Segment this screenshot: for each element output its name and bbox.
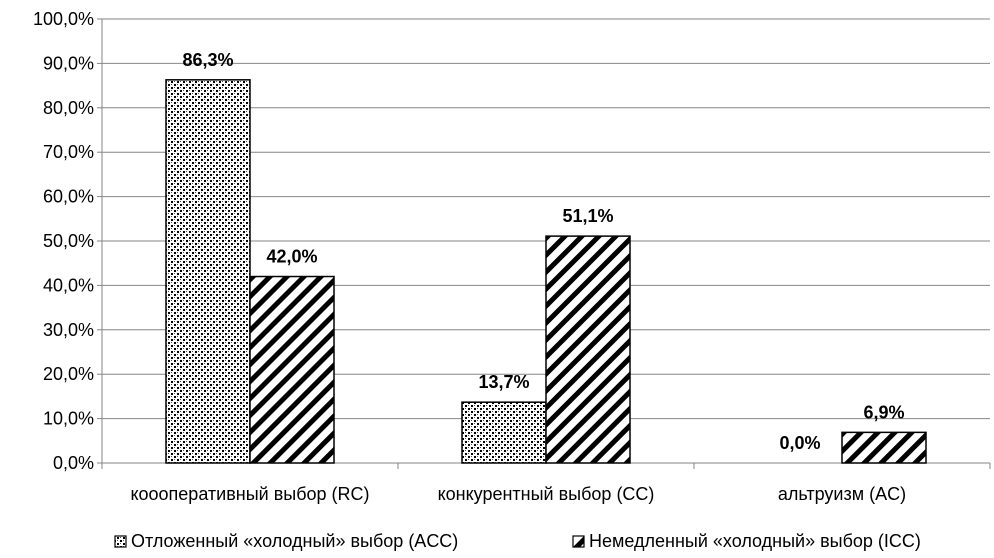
y-tick-label: 90,0% xyxy=(43,53,94,73)
bar xyxy=(249,275,335,464)
data-label: 86,3% xyxy=(182,50,233,70)
y-tick-label: 20,0% xyxy=(43,364,94,384)
data-label: 42,0% xyxy=(266,247,317,267)
data-label: 51,1% xyxy=(562,206,613,226)
y-tick-label: 0,0% xyxy=(53,453,94,473)
bar xyxy=(165,79,251,464)
y-tick-label: 40,0% xyxy=(43,275,94,295)
legend-label: Немедленный «холодный» выбор (ICC) xyxy=(589,531,921,551)
x-category-label: конкурентный выбор (CC) xyxy=(438,484,655,504)
data-label: 6,9% xyxy=(863,402,904,422)
y-tick-label: 60,0% xyxy=(43,187,94,207)
data-label: 0,0% xyxy=(779,433,820,453)
legend-label: Отложенный «холодный» выбор (ACC) xyxy=(131,531,458,551)
y-tick-label: 70,0% xyxy=(43,142,94,162)
x-category-label: альтруизм (AC) xyxy=(778,484,906,504)
bar xyxy=(841,431,927,464)
y-tick-label: 10,0% xyxy=(43,409,94,429)
y-tick-label: 30,0% xyxy=(43,320,94,340)
bar xyxy=(545,235,631,464)
x-category-label: кооопeративный выбор (RC) xyxy=(130,484,369,504)
legend-swatch xyxy=(114,535,127,548)
bar xyxy=(461,401,547,464)
y-tick-label: 100,0% xyxy=(33,9,94,29)
y-tick-label: 50,0% xyxy=(43,231,94,251)
y-tick-label: 80,0% xyxy=(43,98,94,118)
data-label: 13,7% xyxy=(478,372,529,392)
legend-swatch xyxy=(572,535,585,548)
